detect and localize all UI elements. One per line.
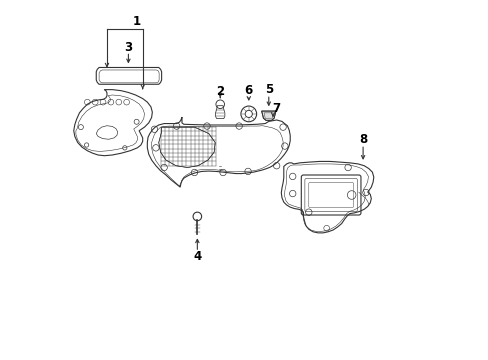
Text: 3: 3 <box>124 41 132 54</box>
Text: 2: 2 <box>216 85 224 98</box>
Text: 1: 1 <box>132 15 141 28</box>
Polygon shape <box>159 127 215 167</box>
Text: 5: 5 <box>264 84 272 96</box>
Text: 6: 6 <box>244 84 252 97</box>
Text: 4: 4 <box>193 250 201 263</box>
Text: 7: 7 <box>272 102 280 115</box>
Polygon shape <box>261 111 275 120</box>
Text: 8: 8 <box>358 134 366 147</box>
